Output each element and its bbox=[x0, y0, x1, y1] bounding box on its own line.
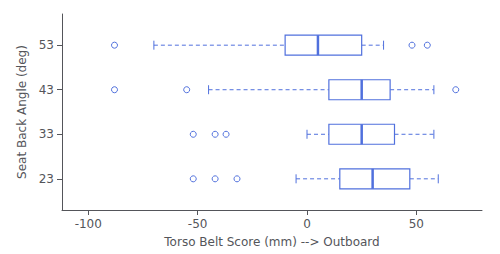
svg-text:50: 50 bbox=[409, 217, 424, 231]
svg-text:-50: -50 bbox=[188, 217, 208, 231]
svg-text:43: 43 bbox=[39, 83, 54, 97]
svg-text:0: 0 bbox=[303, 217, 311, 231]
svg-text:53: 53 bbox=[39, 38, 54, 52]
svg-text:23: 23 bbox=[39, 172, 54, 186]
svg-text:-100: -100 bbox=[75, 217, 102, 231]
svg-text:33: 33 bbox=[39, 127, 54, 141]
svg-text:Seat Back Angle (deg): Seat Back Angle (deg) bbox=[15, 45, 29, 179]
svg-text:Torso Belt Score (mm) --> Outb: Torso Belt Score (mm) --> Outboard bbox=[163, 235, 379, 249]
